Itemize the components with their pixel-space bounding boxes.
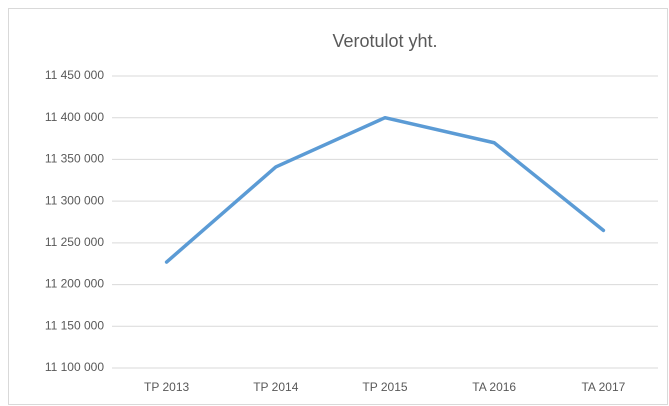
y-tick-label: 11 400 000 — [45, 110, 104, 124]
chart-border — [8, 8, 668, 405]
x-tick-label: TP 2015 — [362, 380, 407, 394]
y-tick-label: 11 200 000 — [45, 277, 104, 291]
x-tick-label: TP 2013 — [144, 380, 189, 394]
chart-title: Verotulot yht. — [332, 31, 437, 51]
y-tick-label: 11 250 000 — [45, 235, 104, 249]
x-tick-label: TA 2016 — [472, 380, 516, 394]
y-tick-label: 11 350 000 — [45, 152, 104, 166]
y-tick-label: 11 300 000 — [45, 193, 104, 207]
y-tick-label: 11 150 000 — [45, 318, 104, 332]
y-tick-label: 11 450 000 — [45, 68, 104, 82]
data-line — [164, 115, 606, 264]
x-tick-label: TP 2014 — [253, 380, 298, 394]
y-tick-label: 11 100 000 — [45, 360, 104, 374]
x-tick-label: TA 2017 — [581, 380, 625, 394]
